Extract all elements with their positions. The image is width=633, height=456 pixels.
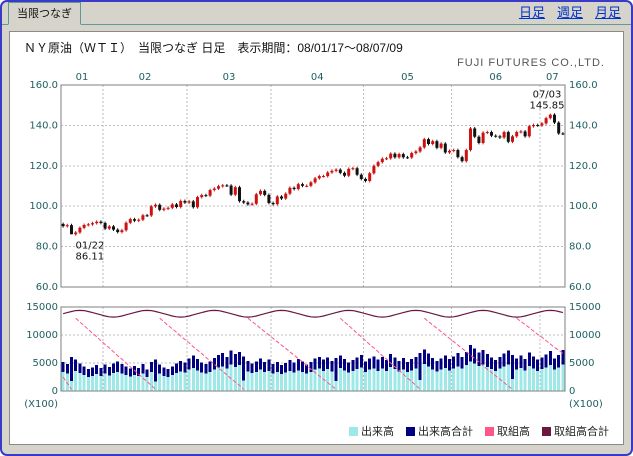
svg-text:0: 0 [569, 386, 575, 397]
svg-text:0: 0 [52, 386, 58, 397]
svg-text:10000: 10000 [26, 330, 58, 341]
month-labels: 01 02 03 04 05 06 07 [76, 72, 559, 83]
legend-swatch [542, 426, 551, 436]
svg-text:140.0: 140.0 [569, 120, 598, 131]
legend-item-2: 取組高 [485, 423, 530, 439]
svg-text:145.85: 145.85 [530, 101, 565, 112]
svg-text:03: 03 [223, 72, 236, 83]
candlestick-series [61, 113, 565, 236]
tab-label: 当限つなぎ [17, 8, 72, 20]
svg-text:07/03: 07/03 [533, 90, 562, 101]
link-weekly[interactable]: 週足 [556, 5, 583, 20]
svg-text:15000: 15000 [26, 302, 58, 313]
oi-total-line [62, 309, 564, 318]
company-name: FUJI FUTURES CO.,LTD. [457, 57, 605, 69]
legend-label: 出来高合計 [418, 426, 473, 438]
svg-text:01: 01 [76, 72, 89, 83]
link-monthly[interactable]: 月足 [594, 5, 621, 20]
volume-bars [61, 345, 565, 391]
svg-text:120.0: 120.0 [29, 161, 58, 172]
svg-text:60.0: 60.0 [36, 282, 58, 293]
legend-item-0: 出来高 [349, 423, 394, 439]
svg-text:5000: 5000 [569, 358, 594, 369]
svg-text:160.0: 160.0 [569, 80, 598, 91]
svg-text:60.0: 60.0 [569, 282, 591, 293]
svg-text:05: 05 [401, 72, 414, 83]
header-bar: 当限つなぎ 日足 週足 月足 [2, 2, 631, 25]
svg-text:80.0: 80.0 [36, 242, 58, 253]
svg-text:160.0: 160.0 [29, 80, 58, 91]
price-plot-frame [60, 84, 566, 288]
legend-swatch [349, 426, 358, 436]
link-daily[interactable]: 日足 [518, 5, 545, 20]
open-interest-lines [62, 309, 564, 390]
svg-text:5000: 5000 [33, 358, 58, 369]
axis-labels: 160.0 160.0 140.0 140.0 120.0 120.0 100.0 100.0… [24, 80, 603, 410]
tab-current-contract[interactable]: 当限つなぎ [8, 2, 81, 25]
legend-item-1: 出来高合計 [406, 423, 473, 439]
legend-label: 出来高 [361, 426, 394, 438]
legend-swatch [406, 426, 415, 436]
svg-text:100.0: 100.0 [569, 201, 598, 212]
legend-swatch [485, 426, 494, 436]
svg-text:01/22: 01/22 [76, 240, 105, 251]
svg-text:80.0: 80.0 [569, 242, 591, 253]
legend-label: 取組高 [497, 426, 530, 438]
legend-item-3: 取組高合計 [542, 423, 609, 439]
svg-text:10000: 10000 [569, 330, 601, 341]
svg-text:04: 04 [311, 72, 324, 83]
svg-text:15000: 15000 [569, 302, 601, 313]
chart-panel: ＮＹ原油（ＷＴＩ） 当限つなぎ 日足 表示期間：08/01/17～08/07/0… [9, 31, 624, 445]
period-links: 日足 週足 月足 [507, 2, 621, 24]
svg-text:(X100): (X100) [569, 399, 603, 410]
svg-text:07: 07 [546, 72, 559, 83]
gridlines [61, 85, 565, 391]
svg-text:120.0: 120.0 [569, 161, 598, 172]
volume-plot-frame [60, 306, 566, 392]
svg-text:(X100): (X100) [24, 399, 58, 410]
chart-title: ＮＹ原油（ＷＴＩ） 当限つなぎ 日足 表示期間：08/01/17～08/07/0… [24, 41, 403, 55]
svg-text:140.0: 140.0 [29, 120, 58, 131]
svg-text:100.0: 100.0 [29, 201, 58, 212]
legend-label: 取組高合計 [554, 426, 609, 438]
svg-text:86.11: 86.11 [76, 251, 105, 262]
chart-legend: 出来高 出来高合計 取組高 取組高合計 [14, 421, 619, 439]
svg-text:06: 06 [489, 72, 502, 83]
svg-text:02: 02 [139, 72, 152, 83]
